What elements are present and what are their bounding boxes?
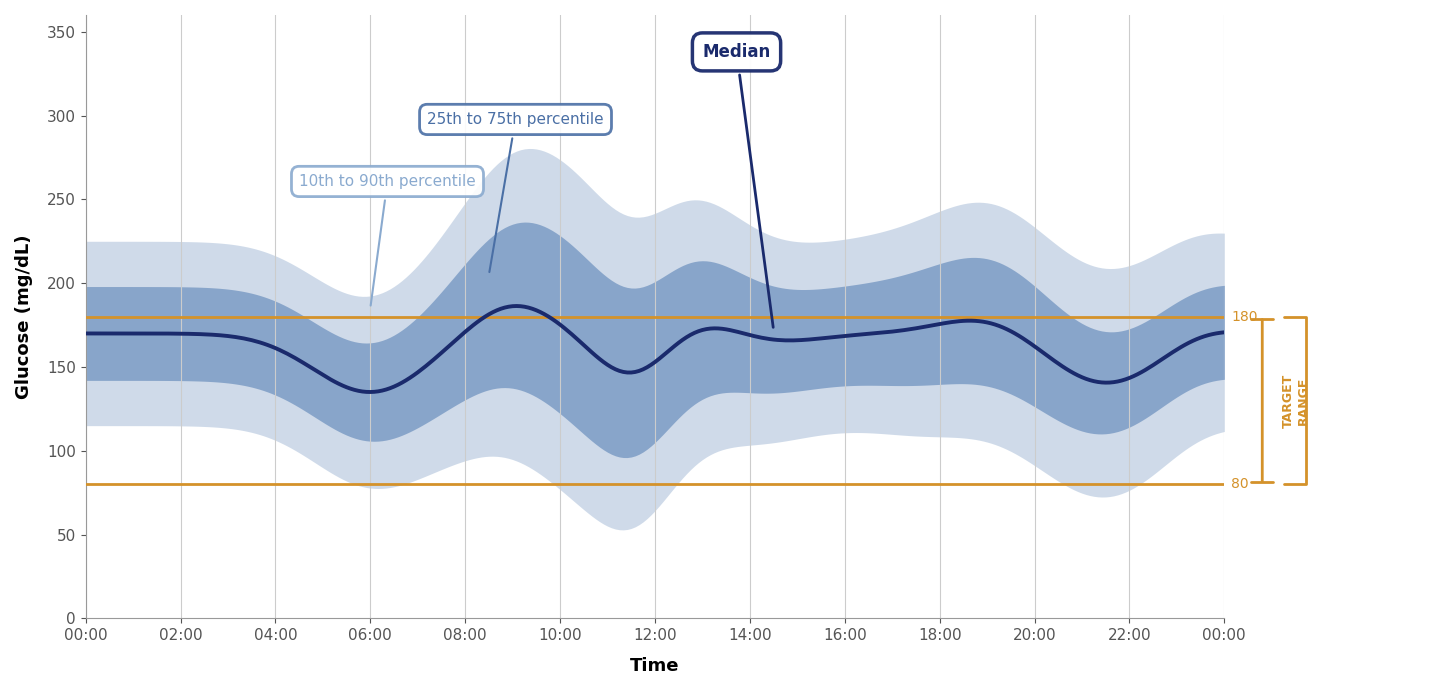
Text: 10th to 90th percentile: 10th to 90th percentile (299, 174, 476, 306)
Text: 80: 80 (1231, 477, 1250, 491)
X-axis label: Time: Time (630, 657, 680, 675)
Text: TARGET
RANGE: TARGET RANGE (1281, 373, 1310, 428)
Text: 25th to 75th percentile: 25th to 75th percentile (427, 112, 604, 272)
Y-axis label: Glucose (mg/dL): Glucose (mg/dL) (14, 235, 33, 399)
Text: Median: Median (702, 43, 774, 327)
Text: 180: 180 (1231, 310, 1258, 324)
